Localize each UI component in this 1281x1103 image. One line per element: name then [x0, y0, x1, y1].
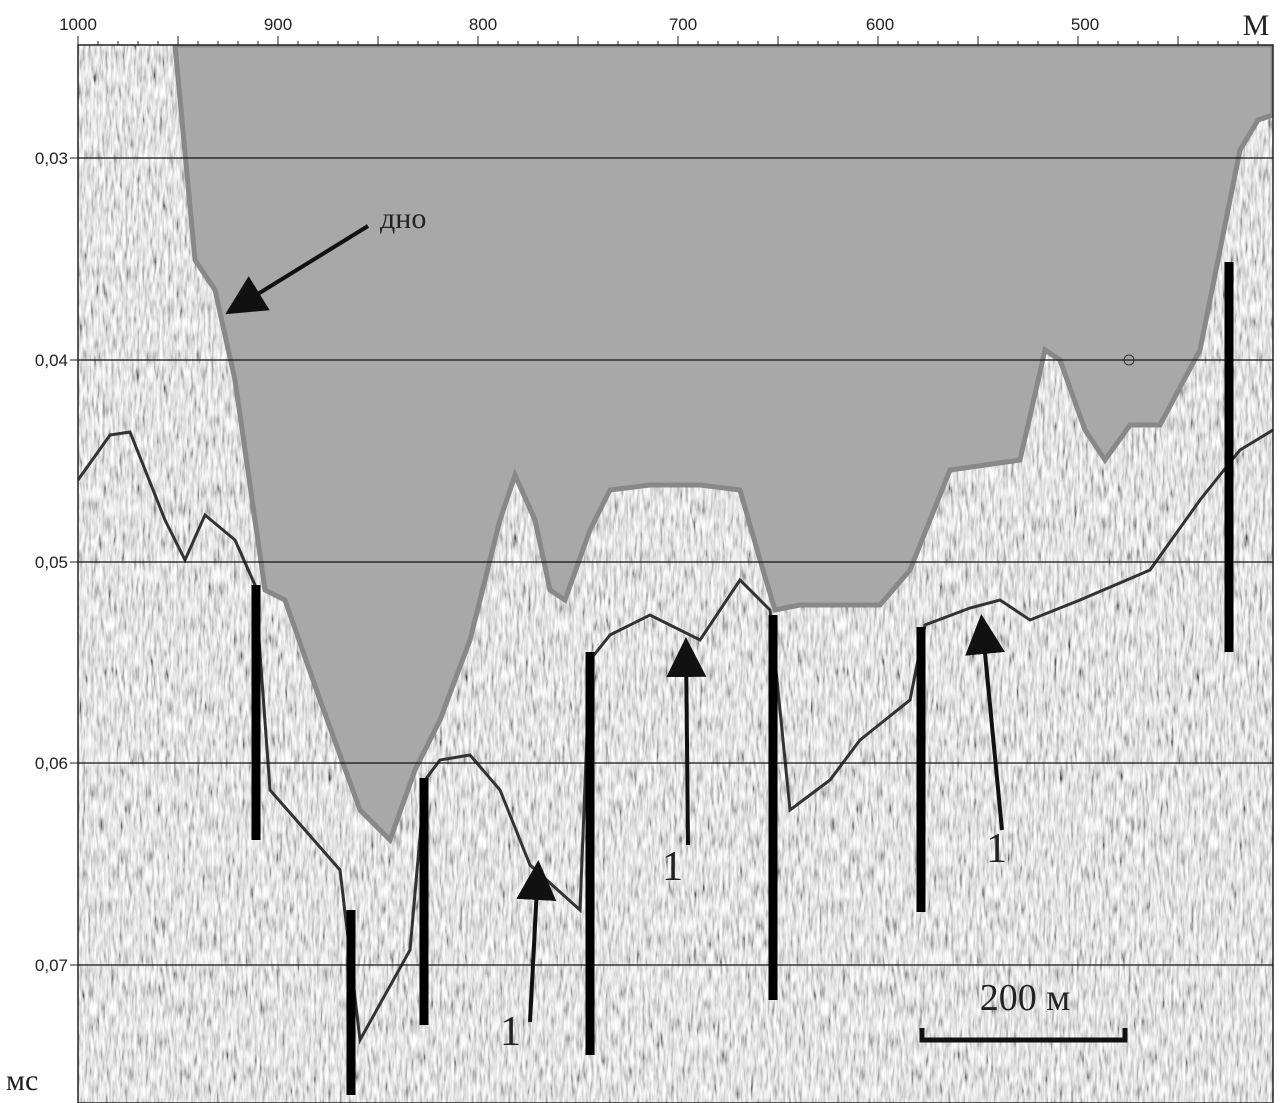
left-tick-label: 0,03	[35, 149, 68, 168]
top-tick-label: 600	[866, 15, 894, 34]
top-axis-unit: М	[1243, 9, 1270, 42]
fault-bars	[251, 262, 1234, 1095]
left-tick-label: 0,05	[35, 553, 68, 572]
arrows	[225, 224, 1005, 1023]
layer-label: 1	[500, 1009, 521, 1055]
plot-frame	[77, 44, 1274, 1103]
left-axis-unit: мс	[6, 1064, 38, 1097]
left-tick-label: 0,06	[35, 754, 68, 773]
left-tick-label: 0,04	[35, 351, 68, 370]
water-column	[172, 45, 1273, 845]
top-tick-label: 900	[264, 15, 292, 34]
layer-label: 1	[662, 844, 683, 890]
bottom-label: дно	[380, 202, 426, 235]
plot-area	[78, 45, 1273, 1103]
marker-circle	[1123, 354, 1135, 366]
left-tick-label: 0,07	[35, 956, 68, 975]
top-tick-label: 800	[469, 15, 497, 34]
top-tick-label: 1000	[59, 15, 97, 34]
axes: 1000 900 800 700 600 500 М 0,03 0,04 0,05 0,06 0,07…	[6, 9, 1269, 1097]
top-tick-label: 500	[1071, 15, 1099, 34]
top-tick-label: 700	[669, 15, 697, 34]
grid-lines	[78, 157, 1273, 966]
layer-label: 1	[986, 826, 1007, 872]
scale-bar-label: 200 м	[980, 977, 1071, 1019]
scale-bar	[919, 1028, 1128, 1043]
